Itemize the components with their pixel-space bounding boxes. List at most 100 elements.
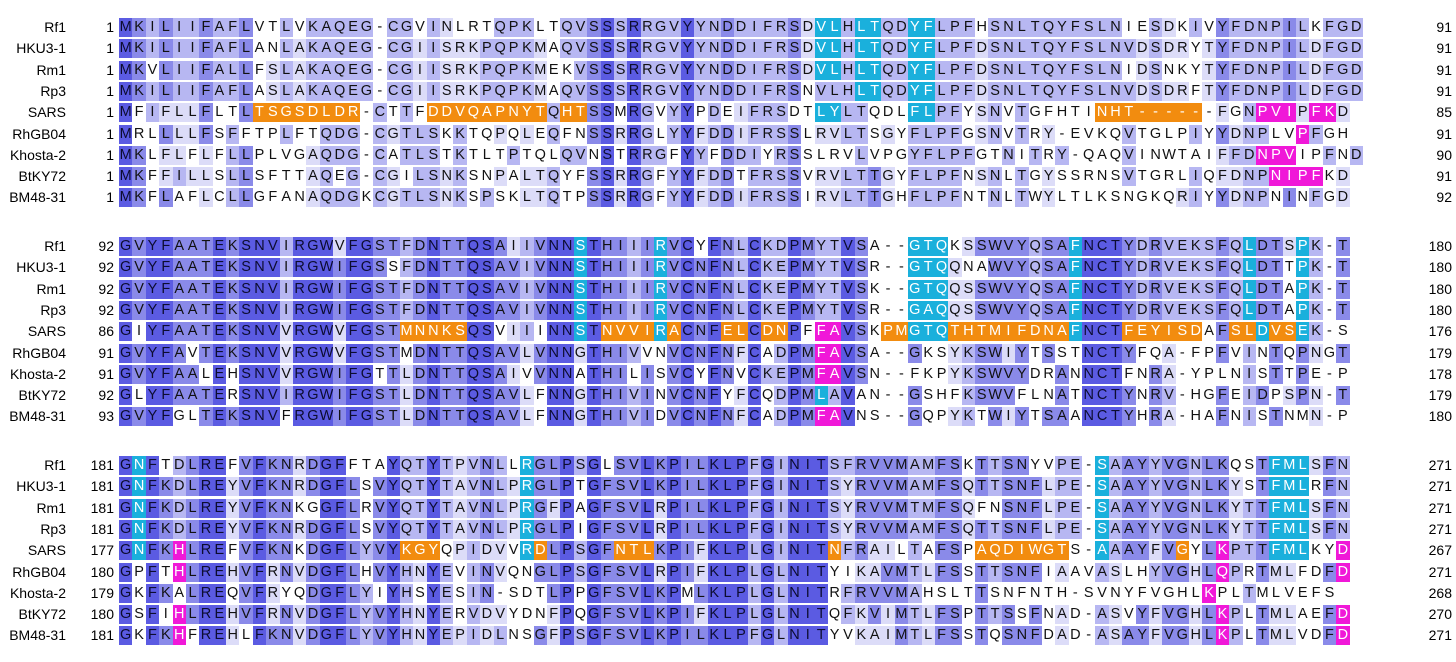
residue: T — [1135, 167, 1149, 186]
residue: N — [132, 499, 146, 518]
residue: P — [1296, 258, 1310, 277]
residue: F — [547, 605, 561, 624]
residue: G — [359, 61, 374, 80]
residue: A — [1055, 322, 1069, 341]
residue: F — [399, 301, 414, 320]
residue: F — [761, 61, 775, 80]
residue: M — [119, 103, 133, 122]
residue: L — [841, 188, 855, 207]
residue: L — [239, 61, 253, 80]
residue: R — [520, 477, 534, 496]
residue: V — [667, 82, 681, 101]
residue: G — [119, 456, 133, 475]
residue: S — [613, 499, 628, 518]
alignment-row: SARS 1 M F I F L L F L T L T S G S D L D R - C T T F D D V Q A P N Y T Q H T… — [0, 103, 1456, 122]
residue: F — [921, 82, 935, 101]
alignment-row: RhGB04 91 G V Y F A V T E K S N V V R G W V F G S T M D N T T Q S A V L V… — [0, 344, 1456, 363]
residue: A — [185, 258, 200, 277]
residue: Q — [547, 188, 561, 207]
residue: Y — [1135, 477, 1149, 496]
residue: G — [346, 188, 360, 207]
residue: F — [159, 344, 173, 363]
residue: D — [734, 146, 748, 165]
residue: E — [1175, 301, 1189, 320]
residue: N — [1001, 146, 1016, 165]
residue: L — [1242, 280, 1256, 299]
residue: E — [212, 237, 226, 256]
residue: V — [573, 146, 588, 165]
residue: R — [359, 499, 374, 518]
residue: I — [185, 18, 200, 37]
residue: D — [1135, 82, 1149, 101]
residue: N — [426, 280, 440, 299]
residue: Y — [426, 499, 440, 518]
residue: R — [199, 584, 213, 603]
residue: H — [975, 18, 989, 37]
residue: P — [667, 499, 681, 518]
residue: F — [747, 125, 761, 144]
residue: V — [667, 258, 681, 277]
residue: S — [787, 61, 802, 80]
residue: P — [1296, 103, 1310, 122]
residue: Q — [934, 301, 949, 320]
residue: D — [720, 188, 735, 207]
residue: E — [212, 477, 226, 496]
residue: L — [1095, 18, 1109, 37]
residue: I — [506, 365, 521, 384]
residue: L — [1015, 82, 1029, 101]
residue: V — [533, 237, 547, 256]
residue: D — [1336, 188, 1350, 207]
residue: S — [1082, 18, 1096, 37]
residue: D — [881, 103, 895, 122]
residue: T — [440, 280, 454, 299]
start-position: 92 — [98, 259, 114, 275]
residue: N — [560, 407, 574, 426]
residue: K — [654, 605, 668, 624]
end-position: 176 — [1428, 323, 1452, 339]
residue: A — [1122, 477, 1136, 496]
residue: D — [533, 541, 547, 560]
residue: V — [667, 301, 681, 320]
residue: A — [827, 344, 842, 363]
residue: A — [252, 82, 267, 101]
residue: L — [921, 605, 935, 624]
residue: N — [1189, 520, 1203, 539]
residue: G — [119, 520, 133, 539]
residue: T — [560, 188, 574, 207]
residue: S — [1095, 520, 1109, 539]
sequence-name: SARS — [27, 323, 66, 339]
residue: I — [1282, 18, 1296, 37]
residue: L — [520, 344, 534, 363]
residue: V — [266, 386, 280, 405]
residue: G — [119, 584, 133, 603]
residue: F — [1215, 167, 1230, 186]
residue: S — [948, 563, 962, 582]
residue: I — [680, 520, 695, 539]
residue: P — [1296, 237, 1310, 256]
residue: I — [520, 237, 534, 256]
residue: L — [226, 188, 240, 207]
residue: G — [640, 167, 654, 186]
residue: N — [426, 301, 440, 320]
residue: T — [199, 386, 213, 405]
residue: L — [1015, 18, 1029, 37]
residue: G — [306, 386, 320, 405]
residue: P — [1336, 365, 1350, 384]
residue: S — [573, 301, 588, 320]
residue: P — [1055, 477, 1069, 496]
residue: G — [359, 280, 374, 299]
residue: R — [199, 605, 213, 624]
residue: T — [533, 584, 547, 603]
residue: G — [359, 258, 374, 277]
residue: S — [373, 237, 387, 256]
residue: W — [319, 322, 334, 341]
residue: F — [694, 125, 708, 144]
residue: T — [386, 407, 400, 426]
residue: R — [292, 237, 307, 256]
residue: F — [694, 188, 708, 207]
residue: G — [1148, 125, 1163, 144]
residue: T — [440, 301, 454, 320]
residue: D — [333, 146, 347, 165]
